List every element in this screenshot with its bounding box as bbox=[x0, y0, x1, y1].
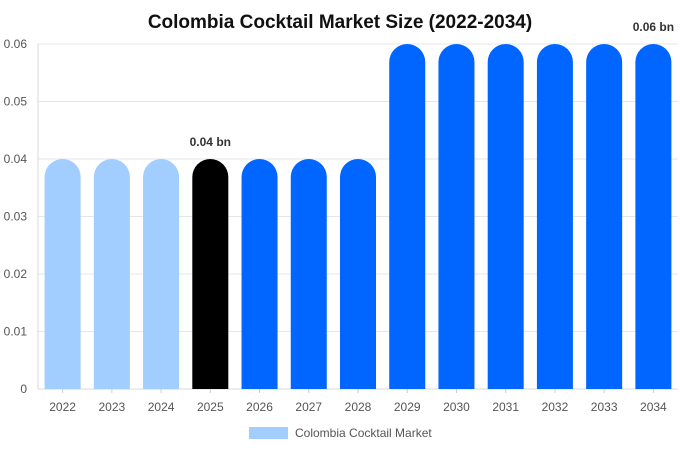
x-tick-label: 2023 bbox=[98, 400, 125, 414]
x-tick-label: 2031 bbox=[492, 400, 519, 414]
data-label-2034: 0.06 bn bbox=[633, 20, 674, 34]
y-tick-label: 0.04 bbox=[4, 152, 28, 166]
data-labels: 0.04 bn 0.06 bn bbox=[190, 20, 674, 149]
bar-2030 bbox=[438, 44, 475, 389]
data-label-2025: 0.04 bn bbox=[190, 135, 231, 149]
x-tick-label: 2024 bbox=[148, 400, 175, 414]
bar-2023 bbox=[93, 159, 130, 389]
chart-title: Colombia Cocktail Market Size (2022-2034… bbox=[148, 12, 532, 33]
axes: 0 0.01 0.02 0.03 0.04 0.05 0.06 2022 2023 2024 202… bbox=[4, 37, 678, 414]
bar-2029 bbox=[389, 44, 426, 389]
legend-swatch bbox=[249, 427, 288, 439]
y-tick-label: 0.02 bbox=[4, 267, 28, 281]
x-tick-label: 2026 bbox=[246, 400, 273, 414]
bar-2032 bbox=[536, 44, 573, 389]
y-tick-label: 0.05 bbox=[4, 95, 28, 109]
x-tick-label: 2029 bbox=[394, 400, 421, 414]
bar-2034 bbox=[635, 44, 672, 389]
bar-2022 bbox=[44, 159, 81, 389]
x-tick-label: 2030 bbox=[443, 400, 470, 414]
bar-2025 bbox=[192, 159, 229, 389]
bar-2026 bbox=[241, 159, 278, 389]
x-tick-label: 2022 bbox=[49, 400, 76, 414]
bar-2033 bbox=[586, 44, 623, 389]
bar-2028 bbox=[340, 159, 376, 389]
y-tick-label: 0 bbox=[20, 382, 27, 396]
bar-2031 bbox=[487, 44, 524, 389]
x-tick-label: 2032 bbox=[542, 400, 569, 414]
bar-2027 bbox=[290, 159, 327, 389]
x-tick-label: 2033 bbox=[591, 400, 618, 414]
bar-2024 bbox=[143, 159, 180, 389]
y-tick-label: 0.03 bbox=[4, 210, 28, 224]
x-tick-label: 2025 bbox=[197, 400, 224, 414]
x-tick-label: 2034 bbox=[640, 400, 667, 414]
x-tick-label: 2028 bbox=[345, 400, 372, 414]
legend: Colombia Cocktail Market bbox=[249, 426, 432, 440]
x-tick-label: 2027 bbox=[295, 400, 322, 414]
legend-label: Colombia Cocktail Market bbox=[295, 426, 432, 440]
bars bbox=[44, 44, 672, 389]
y-tick-label: 0.06 bbox=[4, 37, 28, 51]
y-tick-label: 0.01 bbox=[4, 325, 28, 339]
